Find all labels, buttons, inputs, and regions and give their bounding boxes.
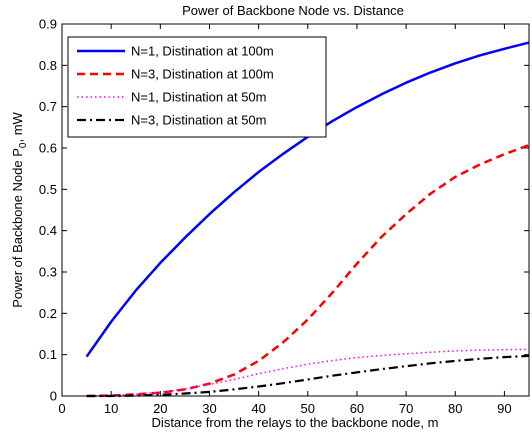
- legend: N=1, Distination at 100m N=3, Distination…: [67, 36, 327, 138]
- chart-title: Power of Backbone Node vs. Distance: [182, 3, 404, 18]
- y-tick-label: 0.2: [39, 306, 57, 321]
- y-tick-label: 0.8: [39, 58, 57, 73]
- x-tick-label: 40: [251, 401, 265, 416]
- y-tick-label: 0: [50, 389, 57, 404]
- y-tick-label: 0.9: [39, 17, 57, 32]
- y-tick-label: 0.3: [39, 265, 57, 280]
- x-tick-label: 70: [399, 401, 413, 416]
- legend-label-2: N=3, Distination at 100m: [131, 67, 274, 82]
- y-tick-label: 0.4: [39, 223, 57, 238]
- x-tick-label: 90: [497, 401, 511, 416]
- x-tick-label: 80: [448, 401, 462, 416]
- x-tick-label: 60: [350, 401, 364, 416]
- y-tick-label: 0.1: [39, 347, 57, 362]
- legend-label-1: N=1, Distination at 100m: [131, 44, 274, 59]
- ticks-layer: 0 10 20 30 40 50 60 70 80 90 0 0.1 0.2 0.3 0.4 0.5 0.6 0.…: [39, 17, 529, 416]
- series-line-2: [86, 143, 530, 398]
- legend-label-4: N=3, Distination at 50m: [131, 113, 266, 128]
- y-axis-title: Power of Backbone Node P0, mW: [10, 111, 29, 307]
- x-tick-label: 30: [202, 401, 216, 416]
- y-tick-label: 0.7: [39, 99, 57, 114]
- series-line-4: [86, 354, 530, 398]
- y-tick-label: 0.5: [39, 182, 57, 197]
- x-tick-label: 20: [153, 401, 167, 416]
- x-axis-title: Distance from the relays to the backbone…: [152, 415, 439, 430]
- legend-label-3: N=1, Distination at 50m: [131, 90, 266, 105]
- y-tick-label: 0.6: [39, 141, 57, 156]
- plot-frame: [61, 23, 530, 397]
- y-axis-title-main: Power of Backbone Node P: [10, 148, 25, 308]
- x-tick-label: 10: [104, 401, 118, 416]
- x-tick-label: 0: [58, 401, 65, 416]
- x-tick-label: 50: [301, 401, 315, 416]
- y-axis-title-subscript: 0: [18, 142, 29, 148]
- y-axis-title-suffix: , mW: [10, 111, 25, 142]
